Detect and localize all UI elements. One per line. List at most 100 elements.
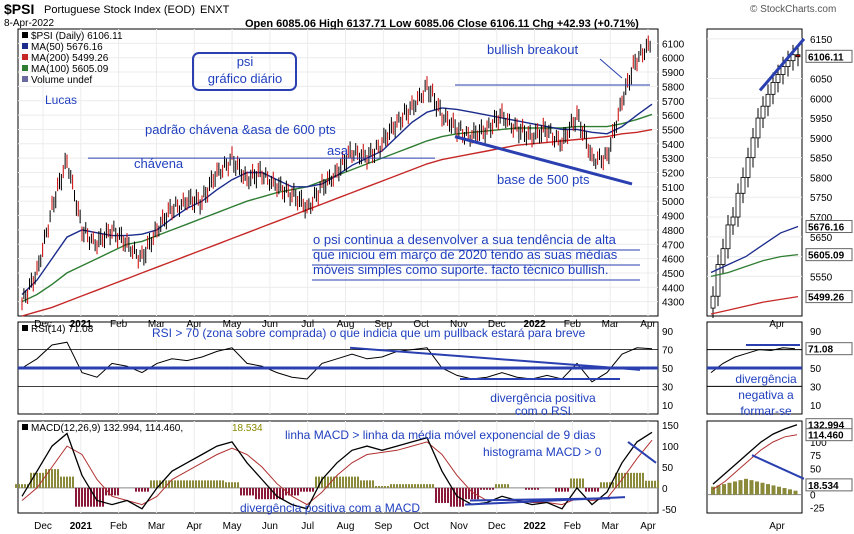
- mini-macd-hist: [716, 485, 721, 495]
- breakout-arrow: [599, 58, 623, 79]
- mini-macd-hist: [793, 490, 798, 495]
- x-label: Jul: [301, 319, 314, 330]
- pattern-label: padrão chávena &asa de 600 pts: [145, 122, 336, 137]
- handle-label: asa: [327, 143, 349, 158]
- title-box: [192, 52, 297, 91]
- mini-candle: [750, 137, 756, 159]
- y-label: 5500: [662, 125, 685, 136]
- comment-line-3: móveis simples como suporte. facto técni…: [313, 262, 609, 277]
- mini-macd-hist: [711, 486, 715, 495]
- mini-candle: [785, 60, 791, 68]
- y-label: 5900: [662, 68, 685, 79]
- mini-rsi-y-label: 30: [810, 382, 822, 393]
- mini-candle: [710, 295, 716, 309]
- mini-y-label: 5800: [810, 173, 833, 184]
- mini-macd-hist: [738, 480, 743, 495]
- rsi-y-label: 10: [662, 401, 674, 412]
- rsi-legend: RSI(14) 71.08: [31, 324, 94, 335]
- rsi-line: [21, 341, 653, 383]
- y-label: 4500: [662, 269, 685, 280]
- box-title-1: psi: [237, 54, 254, 69]
- watermark: © StockCharts.com: [750, 4, 837, 15]
- tag-signal-bg: [805, 428, 853, 442]
- mini-macd-hist: [722, 484, 726, 495]
- mini-candle: [775, 74, 781, 83]
- ohlc-readout: Open 6085.06 High 6137.71 Low 6085.06 Cl…: [245, 18, 639, 30]
- y-label: 6100: [662, 39, 685, 50]
- x-label: Sep: [374, 319, 392, 330]
- x-label: 2022: [523, 319, 546, 330]
- mini-candle: [730, 216, 736, 226]
- mini-candle: [790, 54, 796, 62]
- mini-y-label: 5550: [810, 272, 833, 283]
- mini-rsi-y-label: 10: [810, 401, 822, 412]
- y-label: 5600: [662, 111, 685, 122]
- x-label: Feb: [110, 521, 128, 532]
- y-label: 5100: [662, 183, 685, 194]
- rsi-y-label: 70: [662, 346, 674, 357]
- macd-note-1: linha MACD > linha da média móvel expone…: [285, 428, 596, 442]
- mini-macd-y-label: 100: [810, 438, 827, 449]
- tag-rsi-bg: [805, 342, 853, 356]
- rsi-y-label: 30: [662, 382, 674, 393]
- y-label: 5800: [662, 82, 685, 93]
- mini-candle: [755, 117, 761, 139]
- mini-y-label: 6000: [810, 94, 833, 105]
- mini-rsi-y-label: 50: [810, 364, 822, 375]
- x-label: Mar: [602, 319, 620, 330]
- rsi-trendline: [349, 346, 641, 371]
- y-label: 4900: [662, 212, 685, 223]
- mini-macd-y-label: 50: [810, 464, 822, 475]
- tag-ma50-bg: [805, 220, 853, 234]
- x-label: May: [223, 319, 242, 330]
- rsi-neg-2: negativa a: [738, 388, 794, 402]
- tag-signal: 114.460: [808, 431, 844, 442]
- legend-ma200-swatch: [22, 54, 28, 60]
- comment-line-2: que iniciou em março de 2020 tendo as su…: [313, 247, 618, 262]
- rsi-div-1: divergência positiva: [490, 391, 596, 405]
- mini-ma100: [710, 253, 799, 278]
- index-name: Portuguese Stock Index (EOD): [44, 4, 196, 16]
- macd-y-label: 50: [662, 463, 674, 474]
- mini-y-label: 5900: [810, 134, 833, 145]
- author-label: Lucas: [45, 93, 77, 107]
- x-label: Aug: [337, 521, 355, 532]
- base-label: base de 500 pts: [497, 172, 590, 187]
- legend-price-swatch: [22, 32, 28, 38]
- mini-candle: [725, 224, 731, 250]
- x-label: Apr: [640, 319, 656, 330]
- mini-macd-line: [712, 424, 798, 485]
- x-label: 2022: [523, 521, 546, 532]
- rsi-y-label: 50: [662, 364, 674, 375]
- tag-ma100-bg: [805, 248, 853, 262]
- box-title-2: gráfico diário: [208, 71, 282, 86]
- x-label: Aug: [337, 319, 355, 330]
- x-label: 2021: [70, 521, 93, 532]
- legend-volume: Volume undef: [31, 75, 92, 86]
- y-label: 5300: [662, 154, 685, 165]
- x-label: Nov: [450, 521, 468, 532]
- mini-y-label: 5650: [810, 233, 833, 244]
- tag-close: 6106.11: [808, 52, 844, 63]
- mini-y-label: 5750: [810, 193, 833, 204]
- panel-macd: [17, 420, 659, 514]
- y-label: 4700: [662, 240, 685, 251]
- mini-macd-hist: [749, 480, 754, 495]
- mini-y-label: 5850: [810, 154, 833, 165]
- tag-close-bg: [805, 49, 853, 63]
- mini-y-label: 5700: [810, 213, 833, 224]
- rsi-div-2: com o RSI: [515, 404, 571, 418]
- tag-rsi: 71.08: [808, 345, 833, 356]
- mini-y-label: 6150: [810, 35, 833, 46]
- mini-macd-hist: [771, 485, 776, 495]
- mini-rsi-y-label: 90: [810, 327, 822, 338]
- macd-note-2: histograma MACD > 0: [483, 445, 602, 459]
- x-label: Oct: [413, 521, 429, 532]
- mini-macd-hist: [766, 484, 770, 495]
- mini-candle: [715, 264, 721, 297]
- x-label: Apr: [186, 319, 202, 330]
- mini-macd-hist: [755, 481, 759, 495]
- y-label: 4600: [662, 255, 685, 266]
- legend-ma50-swatch: [22, 43, 28, 49]
- mini-candle: [795, 54, 801, 58]
